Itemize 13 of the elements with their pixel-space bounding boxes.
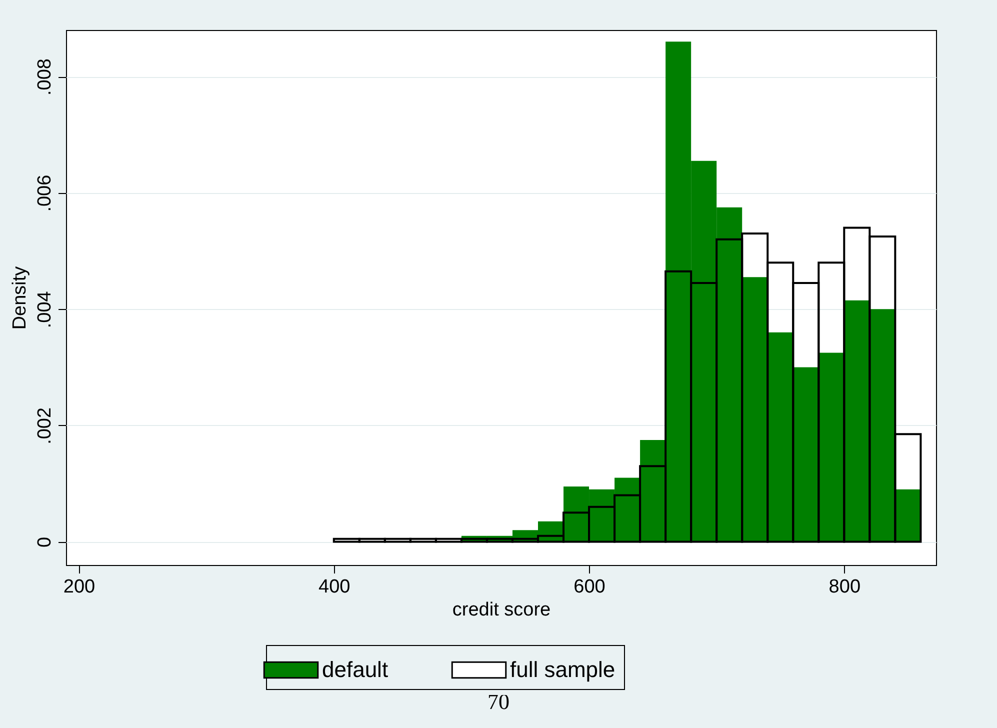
y-tick-label: .002 [34, 407, 56, 444]
y-axis-title: Density [10, 266, 30, 330]
x-axis-title: credit score [452, 600, 551, 620]
x-tick-label: 800 [828, 576, 861, 598]
x-tick-label: 200 [63, 576, 96, 598]
y-tick-label: 0 [34, 536, 56, 548]
x-tick-label: 600 [574, 576, 606, 598]
y-tick-label: .006 [34, 174, 56, 212]
legend-label: default [322, 657, 388, 682]
legend-label: full sample [510, 657, 616, 682]
y-tick-label: .004 [34, 290, 56, 328]
y-tick-label: .008 [34, 58, 56, 96]
x-tick-label: 400 [318, 576, 350, 598]
